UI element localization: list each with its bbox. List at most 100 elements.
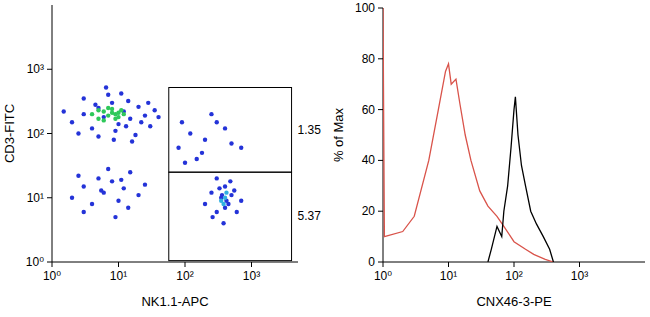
point [110,101,114,105]
point [232,188,236,192]
point [215,176,219,180]
histogram-line [383,8,553,262]
point [113,215,117,219]
series [62,85,244,225]
y-tick-label: 10² [27,127,44,141]
x-tick [579,262,580,267]
point [224,190,228,194]
point [223,126,227,130]
point [130,139,134,143]
point [143,182,147,186]
y-tick-label: 20 [362,204,376,218]
point [209,190,213,194]
y-tick-label: 100 [355,1,375,15]
point [188,131,192,135]
point [112,138,116,142]
point [229,141,233,145]
gate [169,87,292,172]
x-axis-label: NK1.1-APC [141,294,208,309]
point [102,109,106,113]
series [90,106,126,123]
point [215,120,219,124]
point [70,120,74,124]
point [203,138,207,142]
point [96,116,100,120]
plot-area [62,85,292,260]
point [113,129,117,133]
point [113,116,117,120]
point [106,113,110,117]
x-tick [118,262,119,267]
point [146,101,150,105]
x-tick [251,262,252,267]
x-tick-label: 10¹ [110,269,127,283]
point [215,210,219,214]
point [136,105,140,109]
point [200,151,204,155]
y-tick [378,109,383,110]
point [70,196,74,200]
point [96,108,100,112]
y-tick-label: 10¹ [27,191,44,205]
point [128,116,132,120]
point [203,202,207,206]
point [76,174,80,178]
y-axis-label: % of Max [331,107,346,162]
point [62,109,66,113]
x-axis [52,262,298,263]
gate-label: 1.35 [298,123,322,137]
figure: 10⁰10¹10²10³10⁰10¹10²10³NK1.1-APCCD3-FIT… [0,0,650,317]
y-tick [47,262,52,263]
y-tick [378,262,383,263]
point [82,96,86,100]
y-tick-label: 80 [362,52,376,66]
y-tick [47,197,52,198]
point [209,112,213,116]
point [124,124,128,128]
x-tick-label: 10³ [243,269,260,283]
plot-area [383,8,553,262]
point [183,161,187,165]
point [122,186,126,190]
x-tick [448,262,449,267]
point [90,126,94,130]
point [210,215,214,219]
y-axis-label: CD3-FITC [2,104,17,163]
point [122,112,126,116]
x-tick-label: 10² [505,269,522,283]
point [229,193,233,197]
point [110,179,114,183]
x-tick-label: 10² [176,269,193,283]
gate [169,172,292,260]
x-tick [383,262,384,267]
y-tick [378,58,383,59]
point [99,188,103,192]
point [223,184,227,188]
point [195,157,199,161]
point [104,85,108,89]
point [110,111,114,115]
series [219,190,229,206]
point [96,134,100,138]
point [119,178,123,182]
x-tick-label: 10⁰ [43,269,61,283]
point [106,93,110,97]
point [223,196,227,200]
y-tick [47,133,52,134]
point [119,91,123,95]
x-axis-label: CNX46-3-PE [476,294,551,309]
point [221,202,225,206]
point [82,184,86,188]
point [126,206,130,210]
x-tick-label: 10¹ [440,269,457,283]
x-tick [185,262,186,267]
y-tick-label: 10⁰ [26,255,44,269]
point [136,193,140,197]
chart-0: 10⁰10¹10²10³10⁰10¹10²10³NK1.1-APCCD3-FIT… [2,5,321,309]
y-tick [47,69,52,70]
point [221,221,225,225]
point [156,115,160,119]
y-tick-label: 0 [368,255,375,269]
point [235,210,239,214]
y-tick-label: 40 [362,153,376,167]
